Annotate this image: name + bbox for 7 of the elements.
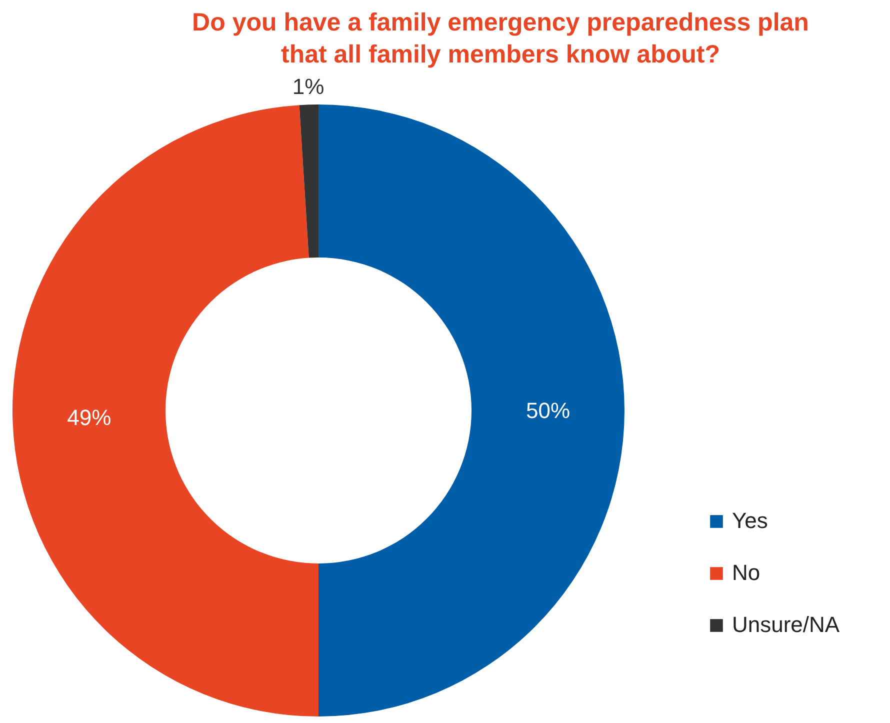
legend-label: Unsure/NA xyxy=(732,612,840,638)
data-label: 1% xyxy=(292,74,324,100)
legend-label: No xyxy=(732,560,760,586)
data-label: 50% xyxy=(526,398,570,423)
legend-label: Yes xyxy=(732,508,768,534)
data-label: 49% xyxy=(67,405,112,430)
chart-title: Do you have a family emergency preparedness plan that all family members know about? xyxy=(192,8,809,69)
